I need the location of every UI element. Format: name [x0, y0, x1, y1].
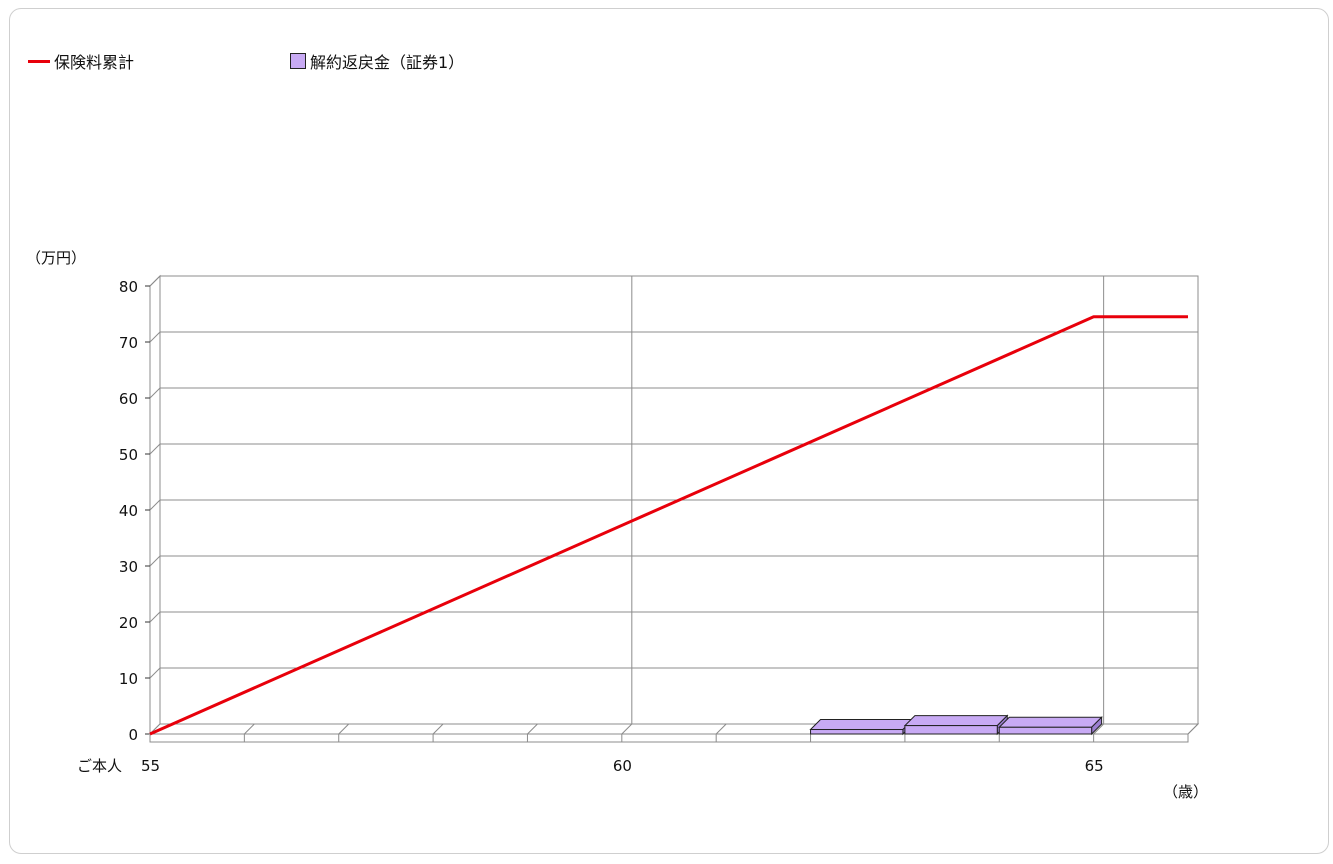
x-tick-label: 65 — [1085, 757, 1104, 775]
x-slot-separator — [432, 723, 444, 742]
bar-top-face — [998, 716, 1103, 728]
bar-front-face — [904, 725, 998, 735]
bar-layer — [809, 714, 1103, 736]
legend-item-surrender-value: 解約返戻金（証券1） — [290, 49, 464, 73]
y-tick-label: 80 — [119, 278, 138, 296]
legend-label-premium-total: 保険料累計 — [54, 53, 135, 72]
bar-front-face — [810, 729, 904, 735]
plot-floor-front — [149, 733, 1189, 743]
bar — [998, 716, 1103, 736]
x-slot-separator — [1187, 723, 1199, 742]
y-grid-connector — [149, 275, 161, 287]
chart-frame — [9, 8, 1329, 854]
y-tick-label: 0 — [128, 726, 138, 744]
y-tick-label: 50 — [119, 446, 138, 464]
y-tick-label: 60 — [119, 390, 138, 408]
y-grid-connector — [149, 387, 161, 399]
premium-total-line — [149, 315, 1188, 736]
x-slot-separator — [621, 723, 633, 742]
legend-item-premium-total: 保険料累計 — [28, 49, 134, 73]
y-grid-connector — [149, 667, 161, 679]
x-slot-separator — [715, 723, 727, 742]
y-grid-connector — [149, 331, 161, 343]
y-tick-label: 30 — [119, 558, 138, 576]
y-grid-connector — [149, 499, 161, 511]
bar-front-face — [998, 726, 1093, 735]
y-tick-label: 40 — [119, 502, 138, 520]
y-tick-label: 20 — [119, 614, 138, 632]
x-tick-label: 55 — [141, 757, 160, 775]
x-slot-separator — [243, 723, 255, 742]
label-layer: 55 60 65 — [141, 757, 1104, 775]
y-axis-unit-label: （万円） — [26, 249, 86, 267]
row-label-person: ご本人 — [77, 757, 122, 775]
bar-top-face — [809, 719, 915, 731]
line-layer — [149, 315, 1188, 736]
bar — [809, 718, 915, 736]
legend-line-swatch — [28, 59, 50, 63]
x-slot-separator — [1093, 723, 1104, 742]
x-axis-unit-label: （歳） — [1163, 783, 1208, 801]
x-slot-separator — [338, 723, 350, 742]
x-tick-label: 60 — [613, 757, 632, 775]
bar — [903, 714, 1009, 736]
legend-box-swatch — [290, 53, 306, 69]
x-slot-separator — [526, 723, 538, 742]
y-tick-label: 70 — [119, 334, 138, 352]
y-grid-connector — [149, 443, 161, 455]
legend-label-surrender-value: 解約返戻金（証券1） — [310, 53, 465, 72]
bar-top-face — [903, 715, 1009, 727]
y-tick-label: 10 — [119, 670, 138, 688]
y-grid-connector — [149, 555, 161, 567]
y-grid-connector — [149, 611, 161, 623]
